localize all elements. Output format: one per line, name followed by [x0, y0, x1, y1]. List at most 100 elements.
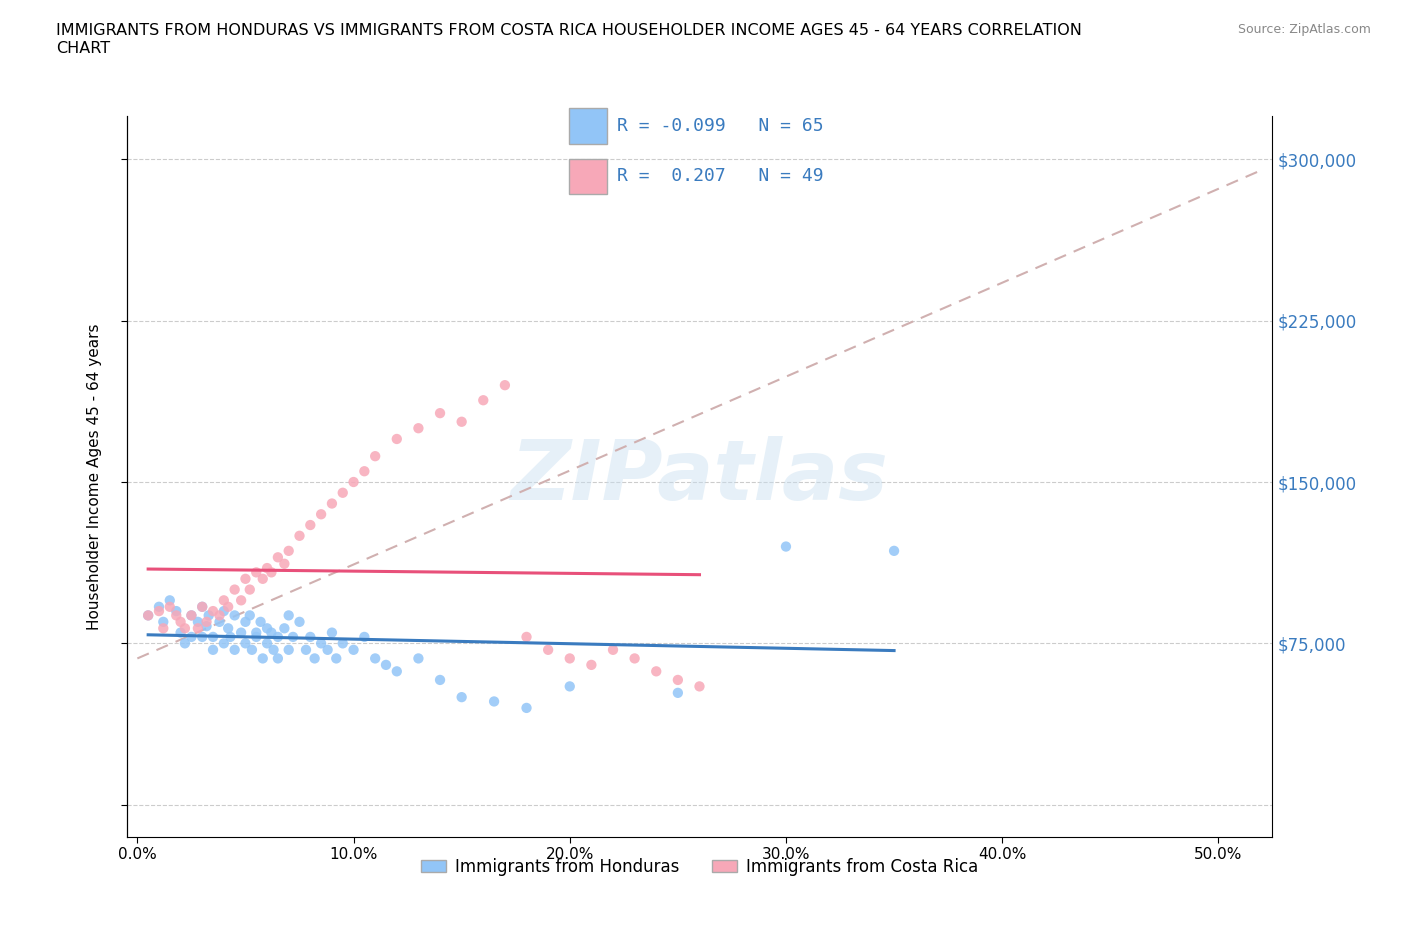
Point [208, 615, 231, 630]
Point [191, 599, 214, 614]
Point [169, 615, 191, 630]
Point [224, 582, 246, 597]
Point [174, 636, 197, 651]
Y-axis label: Householder Income Ages 45 - 64 years: Householder Income Ages 45 - 64 years [87, 324, 103, 630]
Point [385, 664, 408, 679]
Point [148, 599, 170, 614]
Point [235, 571, 257, 586]
Point [187, 615, 209, 630]
Point [281, 630, 304, 644]
Point [775, 539, 797, 554]
Point [494, 378, 516, 392]
Point [148, 604, 170, 618]
Text: R =  0.207   N = 49: R = 0.207 N = 49 [617, 167, 824, 185]
Point [195, 618, 218, 633]
Point [187, 621, 209, 636]
Point [353, 630, 375, 644]
Text: R = -0.099   N = 65: R = -0.099 N = 65 [617, 117, 824, 135]
Point [267, 550, 290, 565]
Point [342, 474, 364, 489]
Point [408, 651, 430, 666]
Point [288, 528, 311, 543]
Point [273, 621, 295, 636]
Point [235, 636, 257, 651]
Point [169, 625, 191, 640]
Point [159, 593, 181, 608]
Point [267, 630, 290, 644]
Point [342, 643, 364, 658]
Point [260, 625, 283, 640]
Point [299, 518, 322, 533]
Point [385, 432, 408, 446]
Legend: Immigrants from Honduras, Immigrants from Costa Rica: Immigrants from Honduras, Immigrants fro… [415, 851, 984, 883]
Point [202, 643, 225, 658]
Text: ZIPatlas: ZIPatlas [510, 436, 889, 517]
Point [558, 679, 581, 694]
Point [180, 630, 202, 644]
Point [256, 561, 278, 576]
Point [581, 658, 603, 672]
Point [332, 636, 354, 651]
Point [304, 651, 326, 666]
Point [231, 625, 253, 640]
FancyBboxPatch shape [569, 159, 607, 194]
Point [277, 643, 299, 658]
Point [429, 405, 451, 420]
Point [152, 621, 174, 636]
Point [197, 608, 219, 623]
Point [450, 690, 472, 705]
Point [240, 643, 263, 658]
Point [263, 643, 285, 658]
Point [260, 565, 283, 579]
Point [202, 630, 225, 644]
Point [277, 608, 299, 623]
Point [267, 651, 290, 666]
Point [482, 694, 505, 709]
Text: IMMIGRANTS FROM HONDURAS VS IMMIGRANTS FROM COSTA RICA HOUSEHOLDER INCOME AGES 4: IMMIGRANTS FROM HONDURAS VS IMMIGRANTS F… [56, 23, 1083, 56]
Point [450, 415, 472, 430]
Point [537, 643, 560, 658]
Point [208, 608, 231, 623]
Point [212, 604, 235, 618]
Point [159, 599, 181, 614]
Point [295, 643, 318, 658]
Point [252, 651, 274, 666]
Point [883, 543, 905, 558]
Point [645, 664, 668, 679]
Point [309, 636, 332, 651]
Point [212, 636, 235, 651]
Point [180, 608, 202, 623]
Point [309, 507, 332, 522]
Point [277, 543, 299, 558]
Point [174, 621, 197, 636]
Point [245, 625, 267, 640]
Point [224, 608, 246, 623]
Point [219, 630, 242, 644]
Point [256, 621, 278, 636]
Point [245, 630, 267, 644]
Point [235, 615, 257, 630]
Point [602, 643, 624, 658]
Point [623, 651, 645, 666]
Point [224, 643, 246, 658]
Point [689, 679, 711, 694]
Point [353, 464, 375, 479]
Point [288, 615, 311, 630]
Point [321, 496, 343, 511]
Point [239, 608, 262, 623]
Point [245, 565, 267, 579]
Point [299, 630, 322, 644]
Point [239, 582, 262, 597]
Point [212, 593, 235, 608]
Point [666, 685, 689, 700]
Point [515, 700, 537, 715]
Point [252, 571, 274, 586]
Point [332, 485, 354, 500]
Text: Source: ZipAtlas.com: Source: ZipAtlas.com [1237, 23, 1371, 36]
Point [364, 651, 387, 666]
FancyBboxPatch shape [569, 109, 607, 143]
Point [256, 636, 278, 651]
Point [191, 630, 214, 644]
Point [666, 672, 689, 687]
Point [217, 621, 239, 636]
